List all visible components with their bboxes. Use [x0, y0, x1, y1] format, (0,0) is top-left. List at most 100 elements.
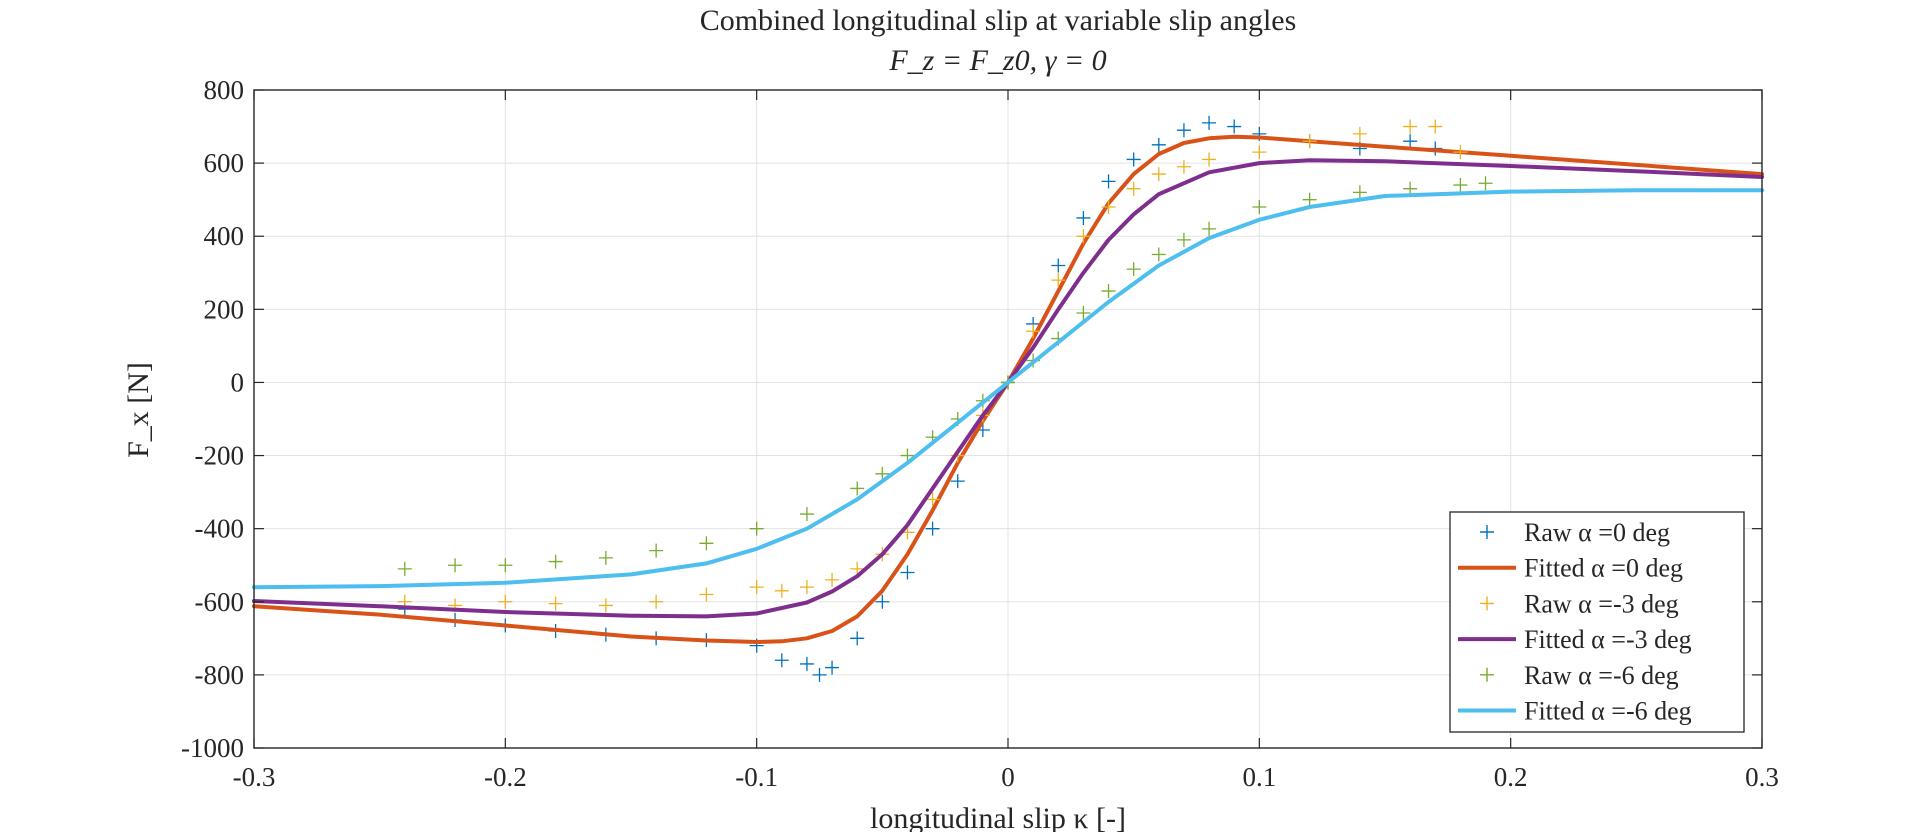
data-point-marker: [1202, 152, 1217, 167]
data-point-marker: [1176, 123, 1191, 138]
series-2: [397, 119, 1468, 613]
y-tick-label: -200: [195, 441, 245, 471]
data-point-marker: [925, 492, 940, 507]
data-point-marker: [1252, 199, 1267, 214]
data-point-marker: [1051, 258, 1066, 273]
data-point-marker: [1176, 232, 1191, 247]
data-point-marker: [749, 580, 764, 595]
data-point-marker: [812, 667, 827, 682]
series-5: [252, 188, 1764, 590]
data-point-marker: [825, 660, 840, 675]
series-0: [397, 115, 1443, 682]
data-point-marker: [649, 543, 664, 558]
y-tick-label: -1000: [181, 733, 244, 763]
data-point-marker: [825, 572, 840, 587]
y-tick-label: -800: [195, 660, 245, 690]
y-tick-label: 200: [204, 294, 245, 324]
data-point-marker: [950, 474, 965, 489]
legend-label: Raw α =-3 deg: [1524, 589, 1679, 618]
legend-label: Fitted α =-6 deg: [1524, 697, 1692, 726]
tick-layer: -0.3 -0.2 -0.1 0 0.1 0.2 0.3 800 600 400 200 0 -200 -…: [181, 75, 1779, 792]
x-tick-label: 0.1: [1242, 762, 1276, 792]
data-point-marker: [1101, 199, 1116, 214]
y-tick-label: -600: [195, 587, 245, 617]
data-point-marker: [850, 481, 865, 496]
data-layer: [252, 115, 1764, 682]
data-point-marker: [900, 448, 915, 463]
x-axis-label: longitudinal slip κ [-]: [870, 802, 1126, 832]
data-point-marker: [774, 583, 789, 598]
data-point-marker: [1403, 134, 1418, 149]
data-point-marker: [875, 594, 890, 609]
legend-item: Raw α =-6 deg: [1480, 661, 1679, 690]
data-point-marker: [498, 594, 513, 609]
data-point-marker: [875, 466, 890, 481]
data-point-marker: [397, 561, 412, 576]
legend-label: Raw α =-6 deg: [1524, 661, 1679, 690]
data-point-marker: [1252, 145, 1267, 160]
x-tick-label: -0.3: [233, 762, 276, 792]
data-point-marker: [1101, 284, 1116, 299]
data-point-marker: [1202, 115, 1217, 130]
data-point-marker: [799, 656, 814, 671]
data-point-marker: [900, 565, 915, 580]
y-tick-label: 0: [231, 367, 245, 397]
x-tick-label: 0: [1001, 762, 1015, 792]
chart-title: Combined longitudinal slip at variable s…: [700, 4, 1297, 37]
data-point-marker: [1176, 159, 1191, 174]
legend-box: [1449, 511, 1745, 733]
data-point-marker: [1126, 181, 1141, 196]
data-point-marker: [774, 653, 789, 668]
legend-item: Raw α =0 deg: [1480, 518, 1670, 547]
data-point-marker: [925, 521, 940, 536]
y-tick-label: -400: [195, 514, 245, 544]
series-line: [252, 188, 1764, 590]
data-point-marker: [548, 596, 563, 611]
series-line: [252, 158, 1764, 619]
legend-marker-swatch: [1480, 525, 1494, 539]
chart-subtitle: F_z = F_z0, γ = 0: [888, 44, 1106, 77]
data-point-marker: [1202, 221, 1217, 236]
data-point-marker: [448, 558, 463, 573]
data-point-marker: [1126, 152, 1141, 167]
data-point-marker: [1453, 178, 1468, 193]
data-point-marker: [1428, 119, 1443, 134]
data-point-marker: [799, 507, 814, 522]
data-point-marker: [1151, 247, 1166, 262]
data-point-marker: [699, 536, 714, 551]
data-point-marker: [1352, 185, 1367, 200]
x-tick-label: -0.1: [735, 762, 778, 792]
data-point-marker: [598, 598, 613, 613]
data-point-marker: [1302, 192, 1317, 207]
data-point-marker: [699, 587, 714, 602]
legend-item: Raw α =-3 deg: [1480, 589, 1679, 618]
data-point-marker: [1302, 134, 1317, 149]
series-3: [252, 158, 1764, 619]
data-point-marker: [1076, 210, 1091, 225]
legend-marker-swatch: [1480, 596, 1494, 611]
y-axis-label: F_x [N]: [122, 362, 155, 458]
data-point-marker: [1151, 137, 1166, 152]
data-point-marker: [749, 521, 764, 536]
data-point-marker: [850, 561, 865, 576]
legend-label: Fitted α =0 deg: [1524, 554, 1683, 583]
data-point-marker: [799, 580, 814, 595]
data-point-marker: [1227, 119, 1242, 134]
data-point-marker: [1101, 174, 1116, 189]
data-point-marker: [1453, 145, 1468, 160]
y-tick-label: 800: [204, 75, 245, 105]
y-tick-label: 600: [204, 148, 245, 178]
data-point-marker: [1076, 305, 1091, 320]
data-point-marker: [850, 631, 865, 646]
data-point-marker: [498, 558, 513, 573]
y-tick-label: 400: [204, 221, 245, 251]
data-point-marker: [548, 554, 563, 569]
data-point-marker: [1403, 119, 1418, 134]
x-tick-label: 0.3: [1745, 762, 1779, 792]
data-point-marker: [598, 550, 613, 565]
data-point-marker: [1352, 126, 1367, 141]
x-tick-label: -0.2: [484, 762, 527, 792]
data-point-marker: [1126, 262, 1141, 277]
